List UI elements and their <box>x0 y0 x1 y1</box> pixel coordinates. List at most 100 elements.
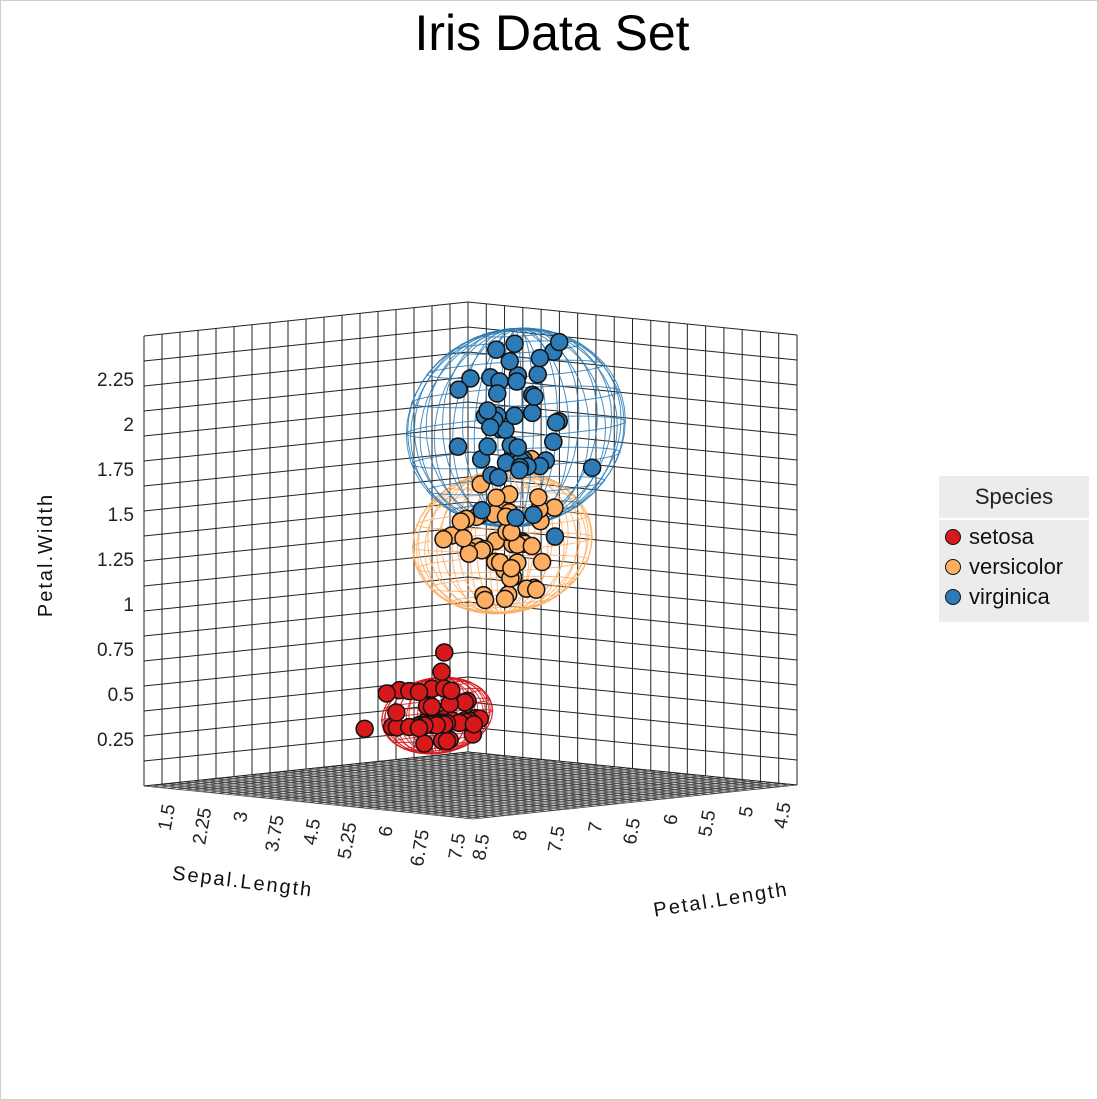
floor-grid-line <box>333 770 658 806</box>
point-virginica <box>472 500 491 520</box>
point-virginica <box>478 401 497 420</box>
y-tick-label: 6.75 <box>407 828 434 868</box>
z-tick-label: 0.75 <box>97 640 134 661</box>
left-wall-grid-line <box>143 501 469 537</box>
ellipsoid-wire-virginica <box>407 328 625 527</box>
floor-grid-line <box>382 775 707 811</box>
x-tick-label: 5.5 <box>695 809 720 839</box>
chart-title: Iris Data Set <box>414 5 689 61</box>
z-tick-label: 2 <box>123 415 134 436</box>
floor-grid-line <box>324 769 649 805</box>
floor-grid-line <box>168 783 498 817</box>
point-virginica <box>582 458 602 477</box>
point-virginica <box>489 468 508 487</box>
tick-labels: 4.555.566.577.588.51.5 2.25 3 3.75 4.5 5.25 6 6… <box>97 370 796 868</box>
ellipsoid-wire-virginica <box>410 327 622 528</box>
left-wall-grid-line <box>143 401 469 437</box>
point-setosa <box>387 703 406 722</box>
floor-grid-line <box>281 771 611 805</box>
legend-label-virginica: virginica <box>969 584 1050 609</box>
y-tick-label: 5.25 <box>334 821 361 861</box>
point-virginica <box>449 380 468 399</box>
left-wall-grid-line <box>143 626 469 662</box>
point-versicolor <box>487 488 506 508</box>
z-tick-label: 2.25 <box>97 370 134 391</box>
floor-grid-line <box>464 783 789 819</box>
legend-item-versicolor: versicolor <box>945 552 1063 582</box>
floor-grid-line <box>152 784 482 819</box>
floor-grid-line <box>423 779 748 815</box>
floor-grid-line <box>273 772 603 806</box>
floor-grid-line <box>349 772 674 808</box>
floor-grid-line <box>341 771 666 807</box>
point-versicolor <box>545 498 564 517</box>
floor-grid-line <box>160 783 490 818</box>
point-setosa <box>422 697 442 717</box>
floor-grid-line <box>472 784 798 820</box>
ellipsoid-wire-setosa <box>381 676 494 755</box>
left-wall-grid-line <box>143 576 469 612</box>
point-versicolor <box>434 530 453 549</box>
point-virginica <box>506 508 525 527</box>
floor-grid-line <box>241 775 571 810</box>
floor-grid-line <box>224 777 555 811</box>
point-versicolor <box>502 558 521 578</box>
point-setosa <box>377 684 396 703</box>
legend-title: Species <box>939 476 1089 520</box>
right-wall-grid-line <box>467 751 798 786</box>
floor-grid-line <box>308 768 633 803</box>
y-tick-label: 1.5 <box>155 803 180 833</box>
y-tick-label: 7.5 <box>445 832 470 862</box>
z-tick-label: 1 <box>123 595 134 616</box>
point-virginica <box>461 369 480 388</box>
floor-grid-line <box>448 782 773 817</box>
point-setosa <box>442 681 461 700</box>
point-versicolor <box>529 488 548 507</box>
legend-item-setosa: setosa <box>945 522 1034 552</box>
point-virginica <box>523 403 542 423</box>
legend-item-virginica: virginica <box>945 582 1050 612</box>
point-virginica <box>448 437 468 456</box>
y-tick-label: 3 <box>230 810 253 824</box>
z-tick-label: 1.75 <box>97 460 134 481</box>
floor-grid-line <box>289 770 619 805</box>
legend-label-setosa: setosa <box>969 524 1034 549</box>
point-setosa <box>355 719 374 739</box>
floor-grid-line <box>407 778 732 813</box>
point-virginica <box>488 384 507 403</box>
floor-grid-line <box>192 780 522 815</box>
left-wall-grid-line <box>143 351 469 387</box>
right-wall-grid-line <box>467 301 798 336</box>
point-versicolor <box>522 536 542 556</box>
left-wall-grid-line <box>143 426 469 462</box>
floor-grid-line <box>257 773 587 808</box>
right-wall-grid-line <box>467 701 798 736</box>
floor-grid-line <box>249 774 579 809</box>
x-tick-label: 6 <box>660 813 683 827</box>
legend-swatch-setosa <box>945 528 961 545</box>
right-wall-grid-line <box>467 476 798 511</box>
point-setosa <box>415 734 434 753</box>
z-tick-label: 1.5 <box>108 505 134 526</box>
y-tick-label: 2.25 <box>189 806 216 846</box>
x-tick-label: 6.5 <box>620 816 645 846</box>
y-tick-label: 4.5 <box>300 817 325 847</box>
floor-grid-line <box>398 777 724 812</box>
ellipsoid-wire-versicolor <box>474 470 530 614</box>
left-wall-grid-line <box>143 651 469 687</box>
point-virginica <box>544 432 563 452</box>
point-virginica <box>525 387 544 406</box>
right-wall-grid-line <box>467 626 798 661</box>
z-axis-title: Petal.Width <box>35 493 57 617</box>
x-tick-label: 8 <box>510 828 533 842</box>
floor-grid-line <box>374 774 699 810</box>
z-tick-label: 0.5 <box>108 685 134 706</box>
floor-grid-line <box>431 780 756 816</box>
point-versicolor <box>526 580 546 599</box>
point-versicolor <box>451 512 471 531</box>
x-tick-label: 8.5 <box>469 832 494 862</box>
legend: Species setosa versicolor virginica <box>939 476 1089 622</box>
x-tick-label: 5 <box>736 805 759 819</box>
